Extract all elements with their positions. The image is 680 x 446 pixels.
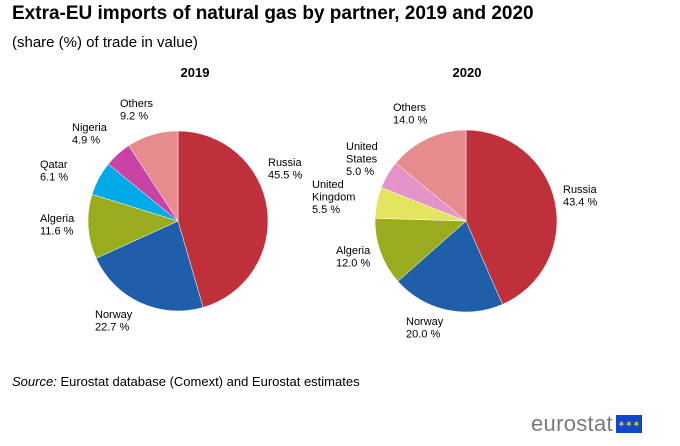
data-label-russia-2020: Russia 43.4 %: [563, 184, 598, 209]
pie-slice-norway-2020: [397, 220, 503, 313]
pie-slice-others-2020: [395, 129, 467, 222]
source-text: Eurostat database (Comext) and Eurostat …: [60, 374, 360, 389]
data-label-nigeria-2019: Nigeria 4.9 %: [72, 122, 108, 147]
chart-title: Extra-EU imports of natural gas by partn…: [12, 3, 534, 24]
data-label-others-2019: Others 9.2 %: [120, 98, 154, 123]
pie-title-2019: 2019: [181, 65, 210, 80]
pie-slice-norway-2019: [95, 220, 204, 312]
source-note: Source: Eurostat database (Comext) and E…: [12, 374, 360, 389]
data-label-qatar-2019: Qatar 6.1 %: [40, 159, 68, 184]
pie-charts: 2019 Russia 45.5 % Norway 22.7 % Algeria 11.6 …: [40, 65, 598, 341]
eurostat-logo: eurostat ✶✶✶: [531, 411, 642, 437]
data-label-norway-2019: Norway 22.7 %: [95, 309, 133, 334]
chart-subtitle: (share (%) of trade in value): [12, 34, 198, 51]
data-label-norway-2020: Norway 20.0 %: [406, 316, 444, 341]
pie-slice-algeria-2019: [87, 193, 179, 259]
pie-slice-russia-2020: [465, 129, 558, 305]
pie-slice-algeria-2020: [374, 218, 467, 282]
data-label-algeria-2019: Algeria 11.6 %: [40, 213, 75, 238]
data-label-united-kingdom-2020: United Kingdom 5.5 %: [312, 179, 355, 216]
pie-slice-others-2019: [128, 130, 179, 222]
data-label-others-2020: Others 14.0 %: [393, 102, 427, 127]
pie-title-2020: 2020: [453, 65, 482, 80]
data-label-russia-2019: Russia 45.5 %: [268, 157, 303, 182]
logo-text: eurostat: [531, 411, 613, 436]
pie-slice-russia-2019: [177, 130, 269, 308]
eu-flag-icon: ✶✶✶: [615, 415, 642, 433]
source-label: Source:: [12, 374, 57, 389]
data-label-united-states-2020: United States 5.0 %: [346, 141, 378, 178]
data-label-algeria-2020: Algeria 12.0 %: [336, 245, 371, 270]
